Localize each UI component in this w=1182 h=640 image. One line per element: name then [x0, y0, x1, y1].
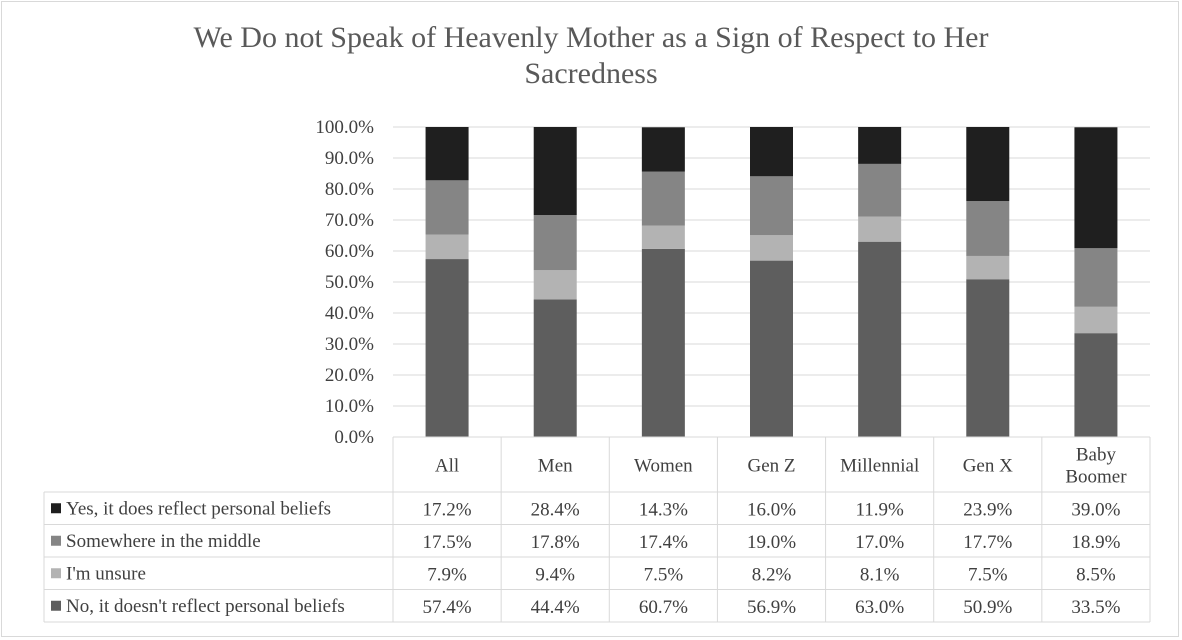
- bar-segment: [1074, 248, 1118, 307]
- bar-segment: [750, 127, 793, 177]
- data-label: 17.2%: [423, 499, 472, 520]
- bar-segment: [533, 127, 577, 216]
- y-tick-label: 60.0%: [325, 241, 374, 262]
- data-label: 7.5%: [968, 564, 1008, 585]
- y-tick-label: 50.0%: [325, 272, 374, 293]
- bar-segment: [641, 248, 685, 437]
- data-label: 28.4%: [531, 499, 580, 520]
- bar-segment: [533, 299, 577, 437]
- bar-segment: [425, 180, 469, 235]
- chart-title-line-1: We Do not Speak of Heavenly Mother as a …: [193, 21, 989, 54]
- data-label: 11.9%: [855, 499, 904, 520]
- data-label: 60.7%: [639, 597, 688, 618]
- legend-label: Yes, it does reflect personal beliefs: [66, 498, 331, 519]
- data-label: 9.4%: [535, 564, 575, 585]
- bar-segment: [641, 171, 685, 226]
- data-label: 7.9%: [427, 564, 467, 585]
- y-tick-label: 20.0%: [325, 365, 374, 386]
- bar-segment: [641, 127, 685, 172]
- bar-segment: [858, 163, 902, 217]
- data-label: 8.1%: [860, 564, 900, 585]
- chart-title-line-2: Sacredness: [524, 57, 658, 90]
- data-label: 17.7%: [963, 532, 1012, 553]
- legend-key: [51, 568, 61, 579]
- y-tick-label: 40.0%: [325, 303, 374, 324]
- x-category-label: Boomer: [1065, 467, 1127, 488]
- y-tick-label: 0.0%: [334, 427, 374, 448]
- legend-key: [51, 503, 61, 514]
- chart-title: We Do not Speak of Heavenly Mother as a …: [0, 20, 1182, 92]
- data-label: 17.4%: [639, 532, 688, 553]
- data-label: 17.8%: [531, 532, 580, 553]
- data-label: 33.5%: [1071, 597, 1120, 618]
- x-category-label: All: [435, 456, 459, 477]
- bar-segment: [858, 241, 902, 437]
- data-label: 17.0%: [855, 532, 904, 553]
- data-label: 63.0%: [855, 597, 904, 618]
- data-label: 18.9%: [1071, 532, 1120, 553]
- data-label: 17.5%: [423, 532, 472, 553]
- y-tick-label: 80.0%: [325, 179, 374, 200]
- x-category-label: Men: [538, 456, 573, 477]
- bar-segment: [750, 235, 793, 261]
- bar-segment: [858, 127, 902, 164]
- data-label: 8.2%: [752, 564, 792, 585]
- data-label: 16.0%: [747, 499, 796, 520]
- bar-segment: [966, 127, 1010, 202]
- data-label: 57.4%: [423, 597, 472, 618]
- y-tick-label: 30.0%: [325, 334, 374, 355]
- bar-segment: [1074, 306, 1118, 334]
- bar-segment: [533, 270, 577, 300]
- data-label: 7.5%: [644, 564, 684, 585]
- y-tick-label: 100.0%: [315, 117, 374, 138]
- bar-segment: [966, 279, 1010, 437]
- legend-key: [51, 600, 61, 611]
- bar-segment: [1074, 127, 1118, 249]
- x-category-label: Gen X: [963, 456, 1013, 477]
- legend-key: [51, 535, 61, 546]
- bar-segment: [425, 127, 469, 181]
- y-tick-label: 10.0%: [325, 396, 374, 417]
- data-label: 50.9%: [963, 597, 1012, 618]
- data-label: 56.9%: [747, 597, 796, 618]
- data-label: 23.9%: [963, 499, 1012, 520]
- x-category-label: Women: [634, 456, 693, 477]
- legend-label: Somewhere in the middle: [66, 531, 261, 552]
- bar-segment: [966, 255, 1010, 280]
- y-tick-label: 70.0%: [325, 210, 374, 231]
- bar-segment: [533, 215, 577, 271]
- bar-segment: [858, 216, 902, 242]
- data-label: 8.5%: [1076, 564, 1116, 585]
- data-label: 44.4%: [531, 597, 580, 618]
- y-tick-label: 90.0%: [325, 148, 374, 169]
- legend-label: I'm unsure: [66, 563, 146, 584]
- bar-segment: [750, 176, 793, 236]
- data-label: 19.0%: [747, 532, 796, 553]
- bar-segment: [425, 234, 469, 260]
- data-label: 39.0%: [1071, 499, 1120, 520]
- x-category-label: Millennial: [840, 456, 919, 477]
- x-category-label: Gen Z: [747, 456, 795, 477]
- legend-label: No, it doesn't reflect personal beliefs: [66, 596, 345, 617]
- bar-segment: [966, 201, 1010, 256]
- data-label: 14.3%: [639, 499, 688, 520]
- bar-segment: [425, 259, 469, 437]
- bar-segment: [641, 225, 685, 249]
- bar-segment: [750, 260, 793, 437]
- x-category-label: Baby: [1076, 445, 1117, 466]
- bar-segment: [1074, 333, 1118, 437]
